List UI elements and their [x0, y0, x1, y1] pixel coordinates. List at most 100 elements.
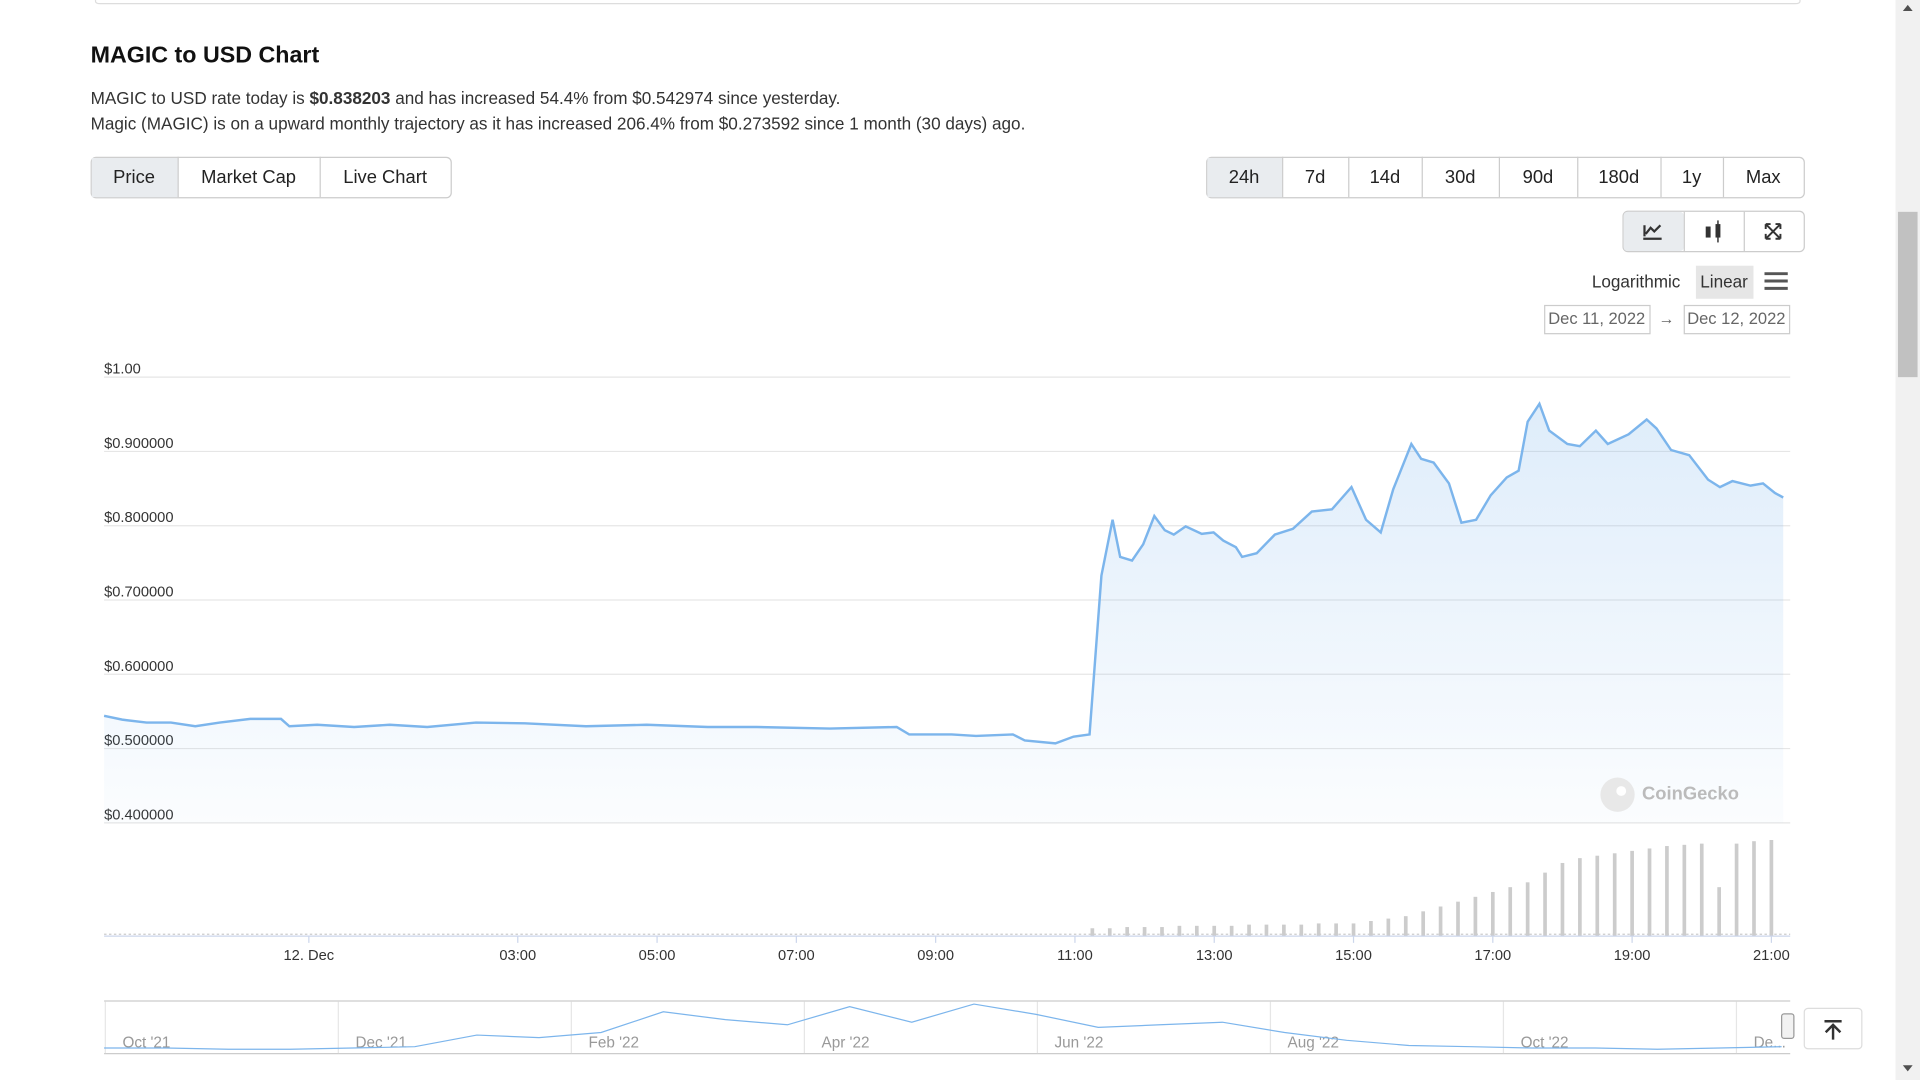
- y-tick-label: $0.700000: [104, 585, 173, 601]
- date-to[interactable]: Dec 12, 2022: [1687, 309, 1785, 328]
- volume-bar: [1665, 846, 1669, 936]
- summary-text: and has increased 54.4% from $0.542974 s…: [390, 88, 840, 108]
- volume-bar: [1125, 927, 1130, 936]
- volume-bar: [1734, 843, 1739, 936]
- y-tick-label: $0.800000: [104, 510, 173, 526]
- fullscreen-button[interactable]: [1764, 223, 1782, 240]
- volume-bar: [1595, 855, 1600, 936]
- volume-bar: [1456, 901, 1460, 936]
- volume-bar: [1334, 923, 1338, 936]
- button-label[interactable]: Live Chart: [343, 166, 427, 187]
- plot: $1.00 $0.900000 $0.800000 $0.700000 $0.60000…: [103, 362, 1791, 964]
- button-label[interactable]: 24h: [1229, 166, 1260, 187]
- button-label[interactable]: 14d: [1370, 166, 1401, 187]
- volume-bar: [1229, 925, 1234, 936]
- linear-option-bg[interactable]: [1695, 265, 1754, 299]
- button-label[interactable]: Market Cap: [201, 166, 296, 187]
- candle-icon: [1705, 226, 1711, 238]
- navigator-label: De...: [1754, 1034, 1786, 1051]
- scrollbar-thumb[interactable]: [1897, 211, 1918, 378]
- summary-text: MAGIC to USD rate today is: [91, 88, 310, 108]
- y-tick-label: $1.00: [104, 362, 141, 378]
- button-label[interactable]: 180d: [1598, 166, 1639, 187]
- volume-bar: [1403, 916, 1408, 936]
- volume-bar: [1282, 924, 1286, 936]
- volume-bar: [1264, 924, 1269, 936]
- button-label[interactable]: 30d: [1445, 166, 1476, 187]
- navigator-label: Aug '22: [1288, 1034, 1339, 1051]
- x-tick-label: 15:00: [1335, 948, 1372, 964]
- button-label[interactable]: Max: [1746, 166, 1781, 187]
- volume-bar: [1612, 853, 1617, 936]
- watermark: CoinGecko: [1642, 783, 1739, 804]
- volume-bar: [1769, 840, 1774, 936]
- y-tick-label: $0.600000: [104, 659, 173, 675]
- volume-bar: [1490, 891, 1495, 936]
- x-tick-label: 13:00: [1196, 948, 1233, 964]
- volume-bar: [1090, 928, 1095, 936]
- navigator-label: Apr '22: [822, 1034, 870, 1051]
- y-tick-label: $0.900000: [104, 436, 173, 452]
- button-active-bg: [91, 157, 178, 198]
- volume-bar: [1560, 862, 1565, 936]
- x-tick-label: 03:00: [499, 948, 536, 964]
- tab-group: Price Market Cap Live Chart: [90, 156, 452, 199]
- volume-bar: [1386, 918, 1391, 936]
- price-area: [104, 403, 1784, 823]
- watermark-logo: [1616, 786, 1627, 796]
- volume-bar: [1647, 848, 1652, 936]
- summary-line: Magic (MAGIC) is on a upward monthly tra…: [91, 113, 1026, 133]
- price-line: [103, 401, 1784, 745]
- volume-bar: [1316, 923, 1321, 936]
- volume-bar: [1699, 843, 1704, 936]
- volume-bar: [1630, 850, 1634, 936]
- volume-bar: [1473, 896, 1478, 936]
- navigator-label: Oct '22: [1521, 1034, 1569, 1051]
- volume-bar: [1160, 927, 1164, 936]
- menu-button[interactable]: [1764, 272, 1788, 290]
- volume-bar: [1299, 924, 1304, 936]
- navigator-handle[interactable]: [1781, 1013, 1795, 1039]
- volume-bar: [1177, 925, 1182, 936]
- x-tick-label: 11:00: [1057, 948, 1093, 964]
- x-tick-label: 12. Dec: [284, 948, 335, 964]
- button-label[interactable]: Price: [113, 166, 155, 187]
- summary-price: $0.838203: [310, 88, 391, 108]
- volume-bar: [1543, 872, 1547, 936]
- volume-bar: [1247, 924, 1251, 936]
- chart-type-group: [1622, 210, 1805, 253]
- button-active-bg: [1207, 157, 1283, 198]
- volume-bar: [1578, 858, 1582, 936]
- volume-bar: [1194, 925, 1199, 936]
- button-label[interactable]: 7d: [1305, 166, 1325, 187]
- log-option[interactable]: Logarithmic: [1592, 271, 1681, 291]
- candle-chart-button[interactable]: [1685, 212, 1744, 251]
- x-tick-label: 19:00: [1614, 948, 1651, 964]
- button-frame: [1206, 156, 1805, 199]
- volume-bar: [1212, 925, 1217, 936]
- x-tick-label: 07:00: [778, 948, 815, 964]
- volume-bar: [1525, 882, 1530, 936]
- date-input[interactable]: [1544, 304, 1651, 335]
- volume-bar: [1438, 906, 1443, 936]
- summary-line: MAGIC to USD rate today is $0.838203 and…: [91, 88, 841, 108]
- card-edge: [94, 0, 1801, 5]
- button-label[interactable]: 90d: [1523, 166, 1554, 187]
- volume-bar: [1717, 887, 1722, 936]
- date-separator: →: [1659, 311, 1675, 328]
- watermark-logo: [1600, 777, 1635, 812]
- volume-bar: [1351, 923, 1356, 936]
- date-input[interactable]: [1683, 304, 1791, 335]
- volume-bar: [1107, 928, 1112, 936]
- button-label[interactable]: 1y: [1682, 166, 1702, 187]
- button-area[interactable]: [1685, 212, 1744, 251]
- navigator-label: Oct '21: [122, 1034, 170, 1051]
- date-from[interactable]: Dec 11, 2022: [1548, 309, 1645, 328]
- back-to-top-icon: [1824, 1020, 1842, 1040]
- navigator-line: [104, 1003, 1782, 1050]
- volume-bar: [1142, 927, 1147, 936]
- x-tick-label: 21:00: [1753, 948, 1790, 964]
- linear-option[interactable]: Linear: [1700, 271, 1748, 291]
- x-tick-label: 17:00: [1474, 948, 1511, 964]
